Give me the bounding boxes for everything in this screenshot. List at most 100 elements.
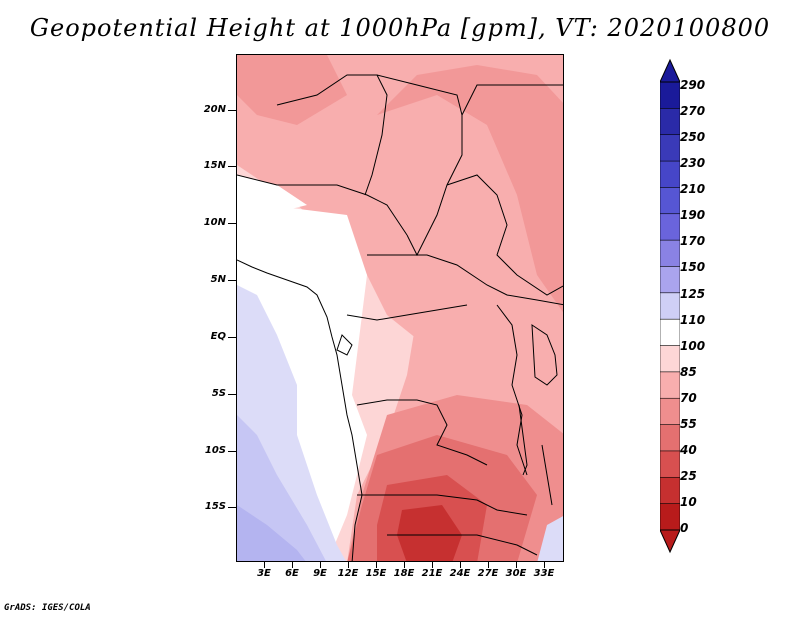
colorbar-segment — [660, 345, 680, 373]
lat-label: 15S — [204, 501, 226, 512]
lon-label: 33E — [533, 568, 555, 579]
lon-label: 24E — [449, 568, 471, 579]
lat-tick — [228, 280, 236, 281]
lon-tick — [376, 562, 377, 568]
colorbar-top-cap — [660, 58, 680, 83]
lon-tick — [320, 562, 321, 568]
colorbar-label: 55 — [680, 417, 697, 431]
colorbar-label: 170 — [680, 234, 706, 248]
field-light-blue-southeast — [537, 516, 563, 561]
border-sudan — [446, 174, 563, 296]
border-chad-sudan — [376, 74, 463, 257]
lat-tick — [228, 451, 236, 452]
contour-map — [237, 55, 563, 561]
lon-label: 12E — [337, 568, 359, 579]
lon-label: 6E — [285, 568, 299, 579]
border-congo-north — [346, 304, 468, 321]
lat-label: 15N — [203, 160, 226, 171]
lon-label: 9E — [313, 568, 327, 579]
lat-label: 5N — [210, 274, 226, 285]
lon-label: 27E — [477, 568, 499, 579]
colorbar-label: 270 — [680, 104, 706, 118]
lat-label: 5S — [211, 388, 226, 399]
lon-label: 21E — [421, 568, 443, 579]
field-salmon-northwest — [237, 55, 347, 125]
colorbar-label: 230 — [680, 156, 706, 170]
lake-victoria — [531, 324, 558, 386]
lat-tick — [228, 507, 236, 508]
lon-label: 18E — [393, 568, 415, 579]
field-deep-blue-ocean — [237, 505, 306, 561]
colorbar-segment — [660, 292, 680, 320]
border-sahel — [237, 174, 408, 236]
lon-tick — [404, 562, 405, 568]
colorbar-label: 250 — [680, 130, 706, 144]
lat-label: EQ — [210, 331, 226, 342]
colorbar-label: 210 — [680, 182, 706, 196]
border-great-lakes — [496, 304, 528, 476]
lon-label: 15E — [365, 568, 387, 579]
colorbar-segment — [660, 450, 680, 478]
border-angola-zambia — [357, 494, 528, 516]
colorbar-segment — [660, 108, 680, 136]
lon-tick — [516, 562, 517, 568]
colorbar-label: 25 — [680, 469, 697, 483]
coastline — [237, 259, 363, 561]
colorbar-segment — [660, 503, 680, 531]
lon-tick — [292, 562, 293, 568]
colorbar-label: 110 — [680, 313, 706, 327]
border-drc-angola — [356, 399, 488, 466]
colorbar-segment — [660, 187, 680, 215]
field-white-northwest — [237, 175, 307, 225]
border-equatorial-guinea — [336, 334, 353, 356]
lat-tick — [228, 394, 236, 395]
field-salmon-northeast — [377, 65, 563, 313]
lon-tick — [460, 562, 461, 568]
colorbar-label: 10 — [680, 495, 697, 509]
colorbar — [660, 58, 680, 554]
colorbar-segment — [660, 318, 680, 347]
lake-malawi — [541, 444, 553, 506]
colorbar-bottom-cap — [660, 529, 680, 554]
colorbar-label: 70 — [680, 391, 697, 405]
map-title: Geopotential Height at 1000hPa [gpm], VT… — [29, 14, 771, 42]
colorbar-segments — [660, 81, 680, 531]
lat-tick — [228, 223, 236, 224]
lat-label: 10S — [204, 445, 226, 456]
lat-label: 10N — [203, 217, 226, 228]
lon-label: 30E — [505, 568, 527, 579]
colorbar-label: 150 — [680, 260, 706, 274]
lake-tanganyika — [518, 404, 528, 476]
lat-tick — [228, 166, 236, 167]
colorbar-label: 125 — [680, 287, 706, 301]
lon-tick — [348, 562, 349, 568]
lon-tick — [264, 562, 265, 568]
grads-credit: GrADS: IGES/COLA — [4, 603, 91, 613]
lat-tick — [228, 110, 236, 111]
border-niger-chad — [276, 74, 388, 196]
border-libya-egypt — [461, 84, 563, 116]
lon-label: 3E — [257, 568, 271, 579]
colorbar-segment — [660, 213, 680, 241]
field-darkest-red-south — [397, 505, 462, 561]
colorbar-segment — [660, 397, 680, 426]
colorbar-segment — [660, 476, 680, 505]
colorbar-segment — [660, 134, 680, 162]
lon-tick — [488, 562, 489, 568]
border-namibia-botswana — [387, 534, 538, 556]
field-pink-north — [237, 55, 563, 375]
colorbar-label: 190 — [680, 208, 706, 222]
colorbar-segment — [660, 160, 680, 189]
colorbar-label: 0 — [680, 521, 689, 535]
colorbar-segment — [660, 424, 680, 452]
colorbar-segment — [660, 239, 680, 268]
lon-tick — [432, 562, 433, 568]
colorbar-segment — [660, 266, 680, 294]
colorbar-label: 100 — [680, 339, 706, 353]
colorbar-label: 290 — [680, 78, 706, 92]
colorbar-label: 85 — [680, 365, 697, 379]
colorbar-label: 40 — [680, 443, 697, 457]
lon-tick — [544, 562, 545, 568]
colorbar-segment — [660, 371, 680, 399]
field-white-central — [237, 205, 367, 561]
